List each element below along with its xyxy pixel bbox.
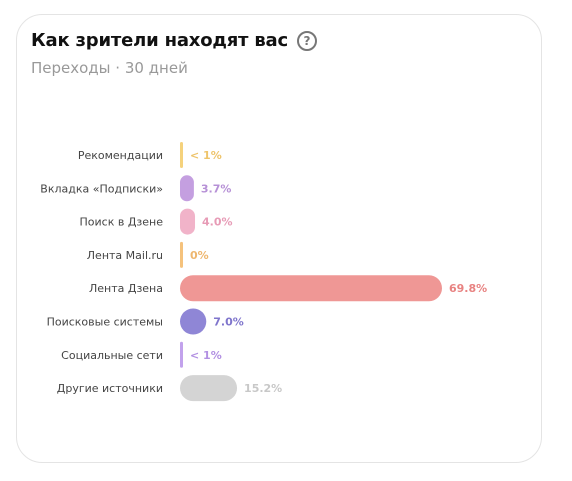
bar[interactable] [180, 208, 196, 235]
traffic-sources-card [16, 14, 542, 463]
value-label: < 1% [190, 349, 222, 362]
bar[interactable] [180, 341, 183, 368]
value-label: 0% [190, 249, 209, 262]
value-label: 4.0% [202, 216, 233, 229]
bar[interactable] [180, 175, 194, 202]
value-label: 69.8% [449, 282, 487, 295]
category-label: Поисковые системы [47, 316, 163, 329]
category-label: Другие источники [57, 382, 163, 395]
bar[interactable] [180, 308, 207, 335]
card-title: Как зрители находят вас [31, 30, 288, 51]
bar[interactable] [180, 275, 442, 302]
category-label: Поиск в Дзене [80, 216, 164, 229]
value-label: 3.7% [201, 182, 232, 195]
question-circle-icon[interactable]: ? [296, 30, 317, 51]
title-row: Как зрители находят вас ? [31, 30, 317, 51]
value-label: 7.0% [213, 316, 244, 329]
bar[interactable] [180, 241, 183, 268]
card-subtitle: Переходы · 30 дней [31, 59, 188, 77]
value-label: < 1% [190, 149, 222, 162]
category-label: Лента Дзена [89, 282, 163, 295]
category-label: Рекомендации [78, 149, 163, 162]
bar[interactable] [180, 375, 238, 402]
bar[interactable] [180, 142, 183, 168]
category-label: Социальные сети [61, 349, 163, 362]
card-header: Как зрители находят вас ? Переходы · 30 … [31, 30, 317, 77]
category-label: Вкладка «Подписки» [40, 182, 163, 195]
value-label: 15.2% [244, 382, 282, 395]
category-label: Лента Mail.ru [87, 249, 163, 262]
